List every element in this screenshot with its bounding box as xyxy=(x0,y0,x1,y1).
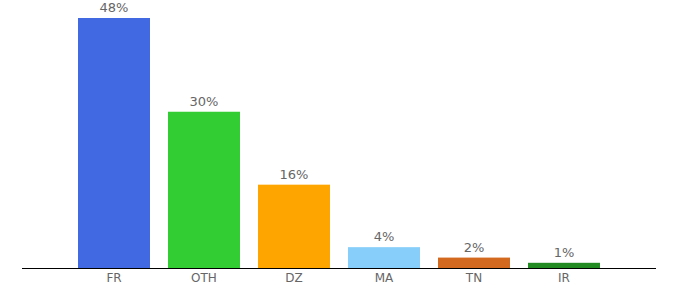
tick-label: DZ xyxy=(285,271,302,285)
tick-label: TN xyxy=(465,271,482,285)
tick-label: FR xyxy=(106,271,121,285)
tick-label: OTH xyxy=(191,271,217,285)
data-label: 4% xyxy=(374,229,395,244)
data-label: 30% xyxy=(190,94,219,109)
tick-label: MA xyxy=(375,271,394,285)
data-label: 2% xyxy=(464,240,485,255)
bar xyxy=(258,185,330,268)
bar xyxy=(438,258,510,268)
x-axis xyxy=(22,268,656,269)
tick-label: IR xyxy=(558,271,570,285)
bars xyxy=(78,18,600,268)
bar xyxy=(78,18,150,268)
data-label: 48% xyxy=(100,0,129,15)
chart: 48% FR 30% OTH 16% DZ 4% MA 2% TN 1% IR xyxy=(0,0,680,300)
data-label: 16% xyxy=(280,167,309,182)
bar xyxy=(528,263,600,268)
data-label: 1% xyxy=(554,245,575,260)
bar xyxy=(348,247,420,268)
labels: 48% FR 30% OTH 16% DZ 4% MA 2% TN 1% IR xyxy=(100,0,575,285)
bar xyxy=(168,112,240,268)
